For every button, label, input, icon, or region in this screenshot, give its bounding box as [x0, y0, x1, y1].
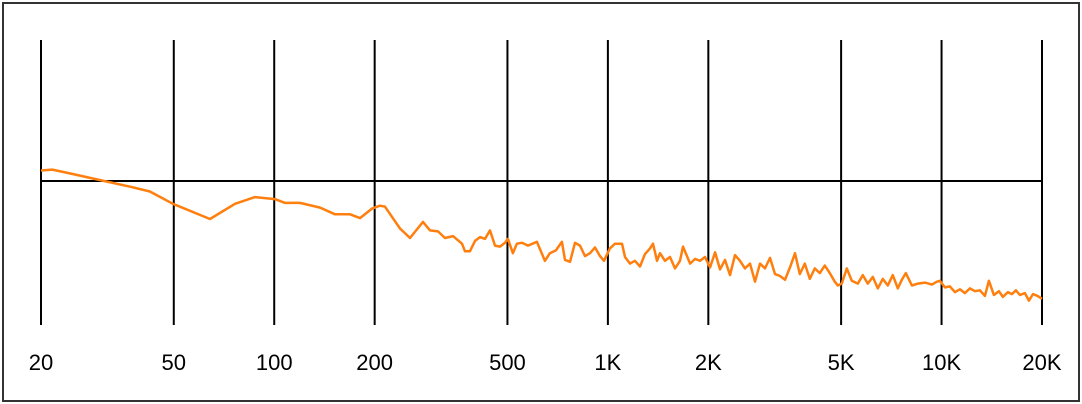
- x-tick-label: 100: [256, 350, 293, 375]
- series-line-0: [40, 168, 1043, 302]
- x-tick-label: 500: [489, 350, 526, 375]
- x-tick-label: 200: [356, 350, 393, 375]
- x-tick-label: 20: [29, 350, 53, 375]
- x-tick-label: 10K: [922, 350, 961, 375]
- x-tick-label: 20K: [1022, 350, 1061, 375]
- x-tick-label: 2K: [695, 350, 722, 375]
- x-tick-label: 50: [162, 350, 186, 375]
- x-tick-label: 1K: [594, 350, 621, 375]
- x-tick-label: 5K: [828, 350, 855, 375]
